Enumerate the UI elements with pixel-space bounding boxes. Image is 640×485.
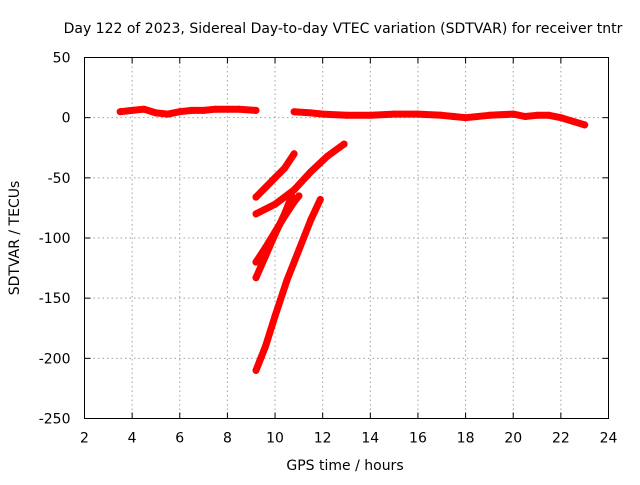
data-point	[557, 114, 565, 122]
data-point	[343, 111, 350, 119]
data-point	[288, 192, 296, 200]
data-point	[307, 216, 315, 224]
data-point	[290, 186, 298, 194]
x-tick-label: 14	[361, 431, 379, 447]
data-point	[521, 113, 529, 120]
data-point	[438, 111, 446, 119]
x-tick-label: 2	[80, 431, 89, 447]
y-tick-label: -200	[39, 351, 71, 367]
data-point	[140, 105, 148, 113]
data-point	[188, 106, 196, 114]
data-point	[485, 111, 493, 119]
data-point	[390, 110, 398, 118]
data-point	[116, 108, 124, 116]
x-axis-label: GPS time / hours	[286, 458, 403, 474]
data-point	[340, 140, 348, 148]
series-4	[252, 140, 348, 218]
data-series	[116, 105, 589, 374]
series-1	[116, 105, 260, 118]
y-tick-label: -250	[39, 412, 71, 428]
series-trace	[116, 105, 260, 118]
y-tick-label: 50	[53, 51, 71, 67]
data-point	[545, 111, 553, 119]
data-point	[533, 111, 541, 119]
y-axis: 50 0 -50 -100 -150 -200 -250	[39, 51, 609, 428]
x-tick-label: 6	[175, 431, 184, 447]
data-point	[569, 117, 577, 125]
data-point	[223, 105, 231, 113]
data-point	[252, 210, 260, 218]
data-point	[152, 109, 160, 117]
x-tick-label: 24	[600, 431, 618, 447]
data-point	[271, 312, 279, 320]
data-point	[319, 110, 327, 118]
x-tick-label: 22	[552, 431, 570, 447]
y-tick-label: -150	[39, 291, 71, 307]
data-point	[307, 109, 315, 117]
y-axis-label: SDTVAR / TECUs	[7, 181, 23, 296]
data-point	[290, 150, 298, 158]
data-point	[252, 274, 260, 282]
data-point	[252, 193, 260, 201]
data-point	[262, 252, 269, 260]
data-point	[271, 174, 279, 182]
data-point	[450, 113, 458, 120]
y-tick-label: -100	[39, 231, 71, 247]
x-tick-label: 12	[314, 431, 332, 447]
series-3	[252, 150, 298, 201]
data-point	[281, 210, 289, 218]
data-point	[164, 110, 172, 118]
data-point	[462, 114, 470, 122]
x-tick-label: 8	[223, 431, 232, 447]
x-tick-label: 20	[504, 431, 522, 447]
data-point	[200, 106, 208, 114]
data-point	[295, 192, 303, 200]
x-tick-label: 16	[409, 431, 427, 447]
data-point	[252, 106, 260, 114]
y-tick-label: 0	[62, 111, 71, 127]
data-point	[581, 121, 589, 129]
series-2	[290, 108, 589, 129]
data-point	[316, 196, 324, 203]
data-point	[252, 258, 260, 266]
data-point	[307, 168, 315, 176]
chart-title: Day 122 of 2023, Sidereal Day-to-day VTE…	[64, 21, 623, 37]
x-tick-label: 18	[457, 431, 475, 447]
series-6	[252, 192, 296, 282]
data-point	[323, 152, 331, 160]
data-point	[366, 111, 374, 119]
data-point	[295, 246, 303, 254]
data-point	[252, 366, 260, 374]
data-point	[414, 110, 422, 118]
data-point	[262, 184, 269, 191]
data-point	[283, 276, 291, 284]
x-axis: 2 4 6 8 10 12 14 16 18 20 22 24	[80, 57, 618, 447]
series-7	[252, 196, 324, 374]
y-tick-label: -50	[48, 171, 71, 187]
data-point	[128, 106, 136, 114]
data-point	[176, 108, 184, 116]
x-tick-label: 10	[266, 431, 284, 447]
data-point	[235, 105, 243, 113]
data-point	[262, 342, 269, 350]
x-tick-label: 4	[128, 431, 137, 447]
data-point	[271, 230, 279, 238]
data-point	[281, 164, 289, 172]
data-point	[212, 105, 219, 113]
data-point	[290, 108, 298, 116]
data-point	[509, 110, 517, 118]
data-point	[271, 200, 279, 208]
